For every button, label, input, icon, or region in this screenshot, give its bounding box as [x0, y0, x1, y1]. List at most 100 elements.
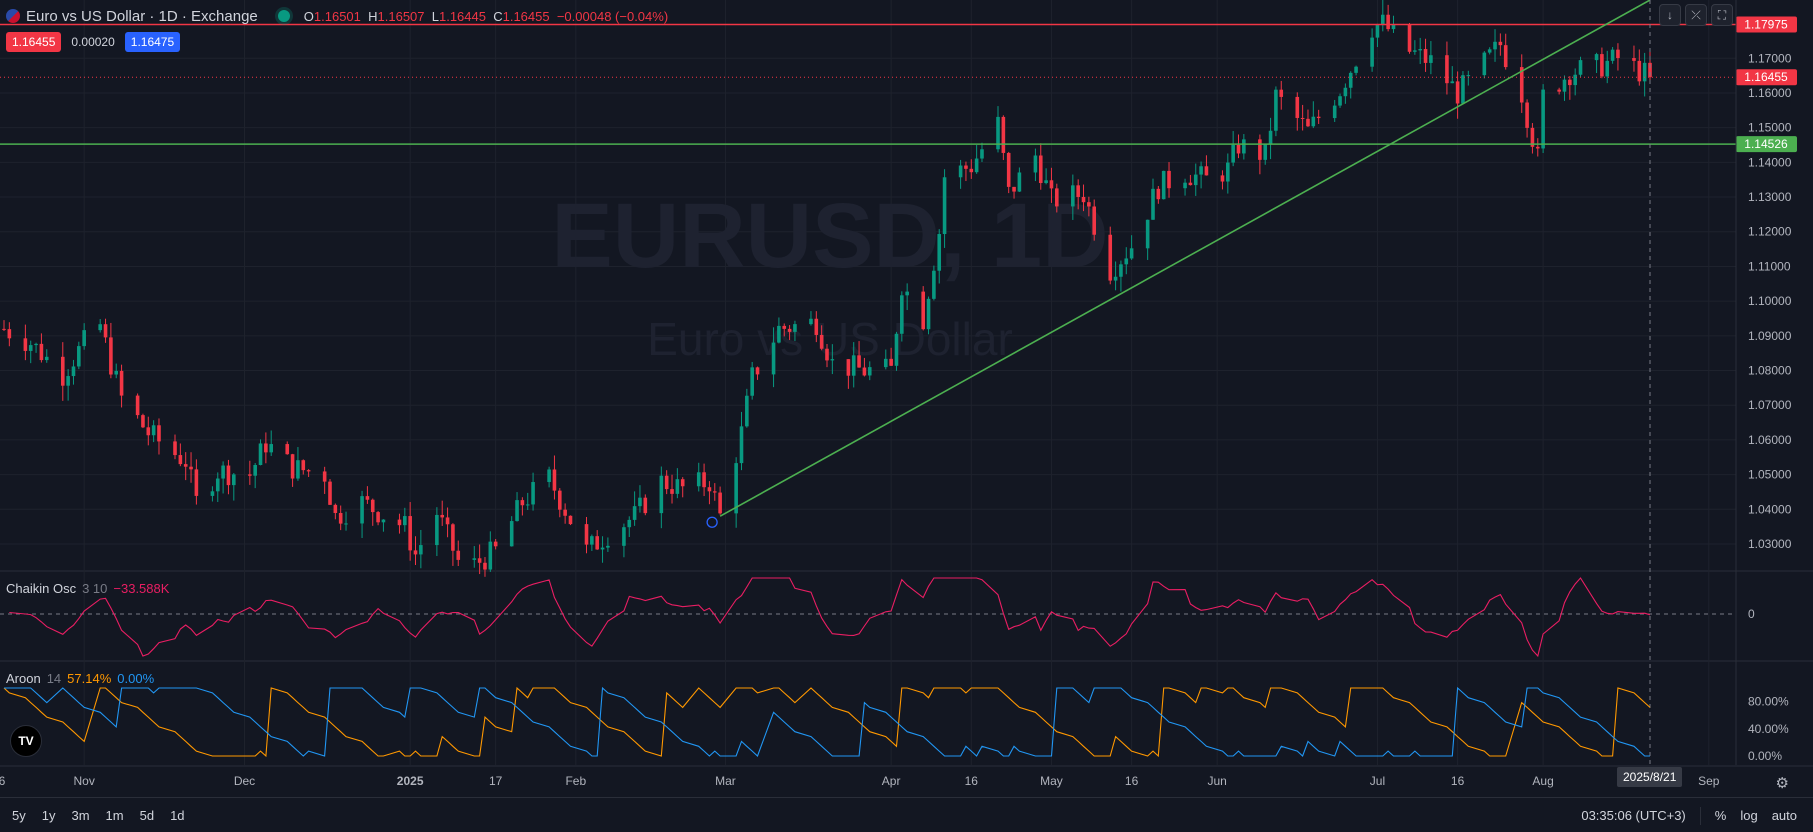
candle-body — [488, 541, 493, 570]
candle-body — [921, 291, 925, 330]
tradingview-logo[interactable]: TV — [10, 725, 42, 757]
candle-body — [734, 463, 738, 514]
clock-time[interactable]: 03:35:06 (UTC+3) — [1581, 808, 1686, 823]
candle-body — [306, 470, 311, 472]
range-3m-button[interactable]: 3m — [71, 807, 90, 823]
candle-body — [937, 234, 942, 271]
candle-body — [980, 149, 984, 159]
candle-body — [1413, 50, 1417, 52]
candle-body — [253, 464, 257, 476]
range-5d-button[interactable]: 5d — [139, 807, 155, 823]
aroon-up-line — [3, 686, 1651, 758]
symbol-title[interactable]: Euro vs US Dollar · 1D · Exchange — [26, 7, 258, 25]
candle-body — [1343, 87, 1348, 97]
price-change: −0.00048 (−0.04%) — [556, 8, 669, 24]
aroon-y-tick-label: 40.00% — [1748, 722, 1789, 736]
candle-body — [515, 500, 519, 522]
candle-body — [376, 512, 380, 523]
candle-body — [1541, 89, 1545, 149]
fullscreen-icon[interactable]: ⛶ — [1711, 4, 1733, 26]
sell-price-button[interactable]: 1.16455 — [6, 32, 62, 52]
candle-body — [60, 356, 65, 386]
buy-price-button[interactable]: 1.16475 — [124, 32, 181, 52]
candle-body — [894, 333, 899, 366]
candle-body — [525, 504, 530, 506]
candle-body — [296, 460, 300, 479]
candle-body — [969, 168, 974, 173]
bottom-toolbar: 5y 1y 3m 1m 5d 1d 03:35:06 (UTC+3) % log… — [0, 797, 1813, 832]
candle-body — [360, 496, 364, 524]
candle-body — [509, 521, 514, 547]
candle-body — [483, 562, 487, 570]
candle-body — [435, 514, 439, 546]
candle-body — [1375, 25, 1380, 38]
candle-body — [1557, 89, 1561, 92]
auto-toggle[interactable]: auto — [1771, 808, 1797, 823]
candle-body — [670, 489, 674, 494]
arrow-down-icon[interactable]: ↓ — [1659, 4, 1681, 26]
candle-body — [157, 425, 161, 442]
candle-body — [1076, 185, 1080, 197]
divider — [1699, 806, 1701, 825]
candle-body — [883, 358, 888, 368]
x-tick-label: Dec — [234, 774, 255, 788]
range-1m-button[interactable]: 1m — [105, 807, 124, 823]
candle-body — [996, 116, 1000, 150]
candle-body — [1268, 130, 1273, 144]
chaikin-legend[interactable]: Chaikin Osc 3 10 −33.588K — [6, 581, 169, 596]
y-tick-label: 1.13000 — [1748, 190, 1792, 204]
candle-body — [1092, 206, 1097, 235]
x-tick-label: Sep — [1698, 774, 1720, 788]
candle-body — [1183, 182, 1187, 189]
candle-body — [1087, 202, 1091, 207]
chaikin-zero-label: 0 — [1748, 607, 1755, 621]
candle-body — [659, 475, 664, 514]
percent-toggle[interactable]: % — [1714, 808, 1727, 823]
candle-body — [1226, 162, 1230, 182]
level-price-tag — [1736, 136, 1797, 153]
range-1d-button[interactable]: 1d — [170, 807, 185, 823]
candle-body — [1466, 75, 1471, 77]
candle-body — [269, 444, 274, 453]
pane-tools: ↓ ⤫ ⛶ — [1659, 4, 1733, 26]
candle-body — [23, 338, 28, 351]
candle-body — [1525, 102, 1529, 128]
collapse-icon[interactable]: ⤫ — [1685, 4, 1707, 26]
candle-body — [1071, 185, 1075, 207]
candle-body — [1610, 49, 1615, 61]
currency-flag-icon — [6, 9, 20, 23]
candle-body — [370, 499, 375, 513]
candle-body — [1316, 116, 1321, 119]
candle-body — [1493, 41, 1497, 50]
candle-body — [1332, 105, 1337, 119]
chaikin-title: Chaikin Osc — [6, 581, 77, 596]
range-5y-button[interactable]: 5y — [12, 807, 26, 823]
candle-body — [226, 465, 231, 486]
candle-body — [1642, 62, 1647, 82]
aroon-y-tick-label: 80.00% — [1748, 695, 1789, 709]
candle-body — [1461, 75, 1465, 104]
log-toggle[interactable]: log — [1740, 808, 1758, 823]
gear-icon[interactable]: ⚙ — [1775, 775, 1789, 792]
candle-body — [777, 325, 781, 343]
candle-body — [1033, 155, 1038, 173]
candle-body — [146, 427, 151, 436]
range-1y-button[interactable]: 1y — [41, 807, 56, 823]
x-tick-label: 17 — [489, 774, 503, 788]
y-tick-label: 1.11000 — [1748, 259, 1791, 273]
candle-body — [1188, 182, 1193, 186]
current-price-label: 1.16455 — [1744, 70, 1788, 84]
market-status-icon[interactable] — [277, 10, 290, 22]
candle-body — [1600, 54, 1604, 77]
trade-price-boxes: 1.16455 0.00020 1.16475 — [6, 32, 181, 52]
candle-body — [1594, 54, 1599, 61]
candle-body — [1300, 117, 1305, 119]
candle-body — [1498, 41, 1503, 46]
aroon-legend[interactable]: Aroon 14 57.14% 0.00% — [6, 671, 154, 686]
candle-body — [1145, 219, 1150, 249]
candle-body — [285, 444, 290, 455]
candle-body — [857, 355, 861, 368]
candle-body — [44, 356, 49, 361]
aroon-params: 14 — [46, 671, 62, 686]
